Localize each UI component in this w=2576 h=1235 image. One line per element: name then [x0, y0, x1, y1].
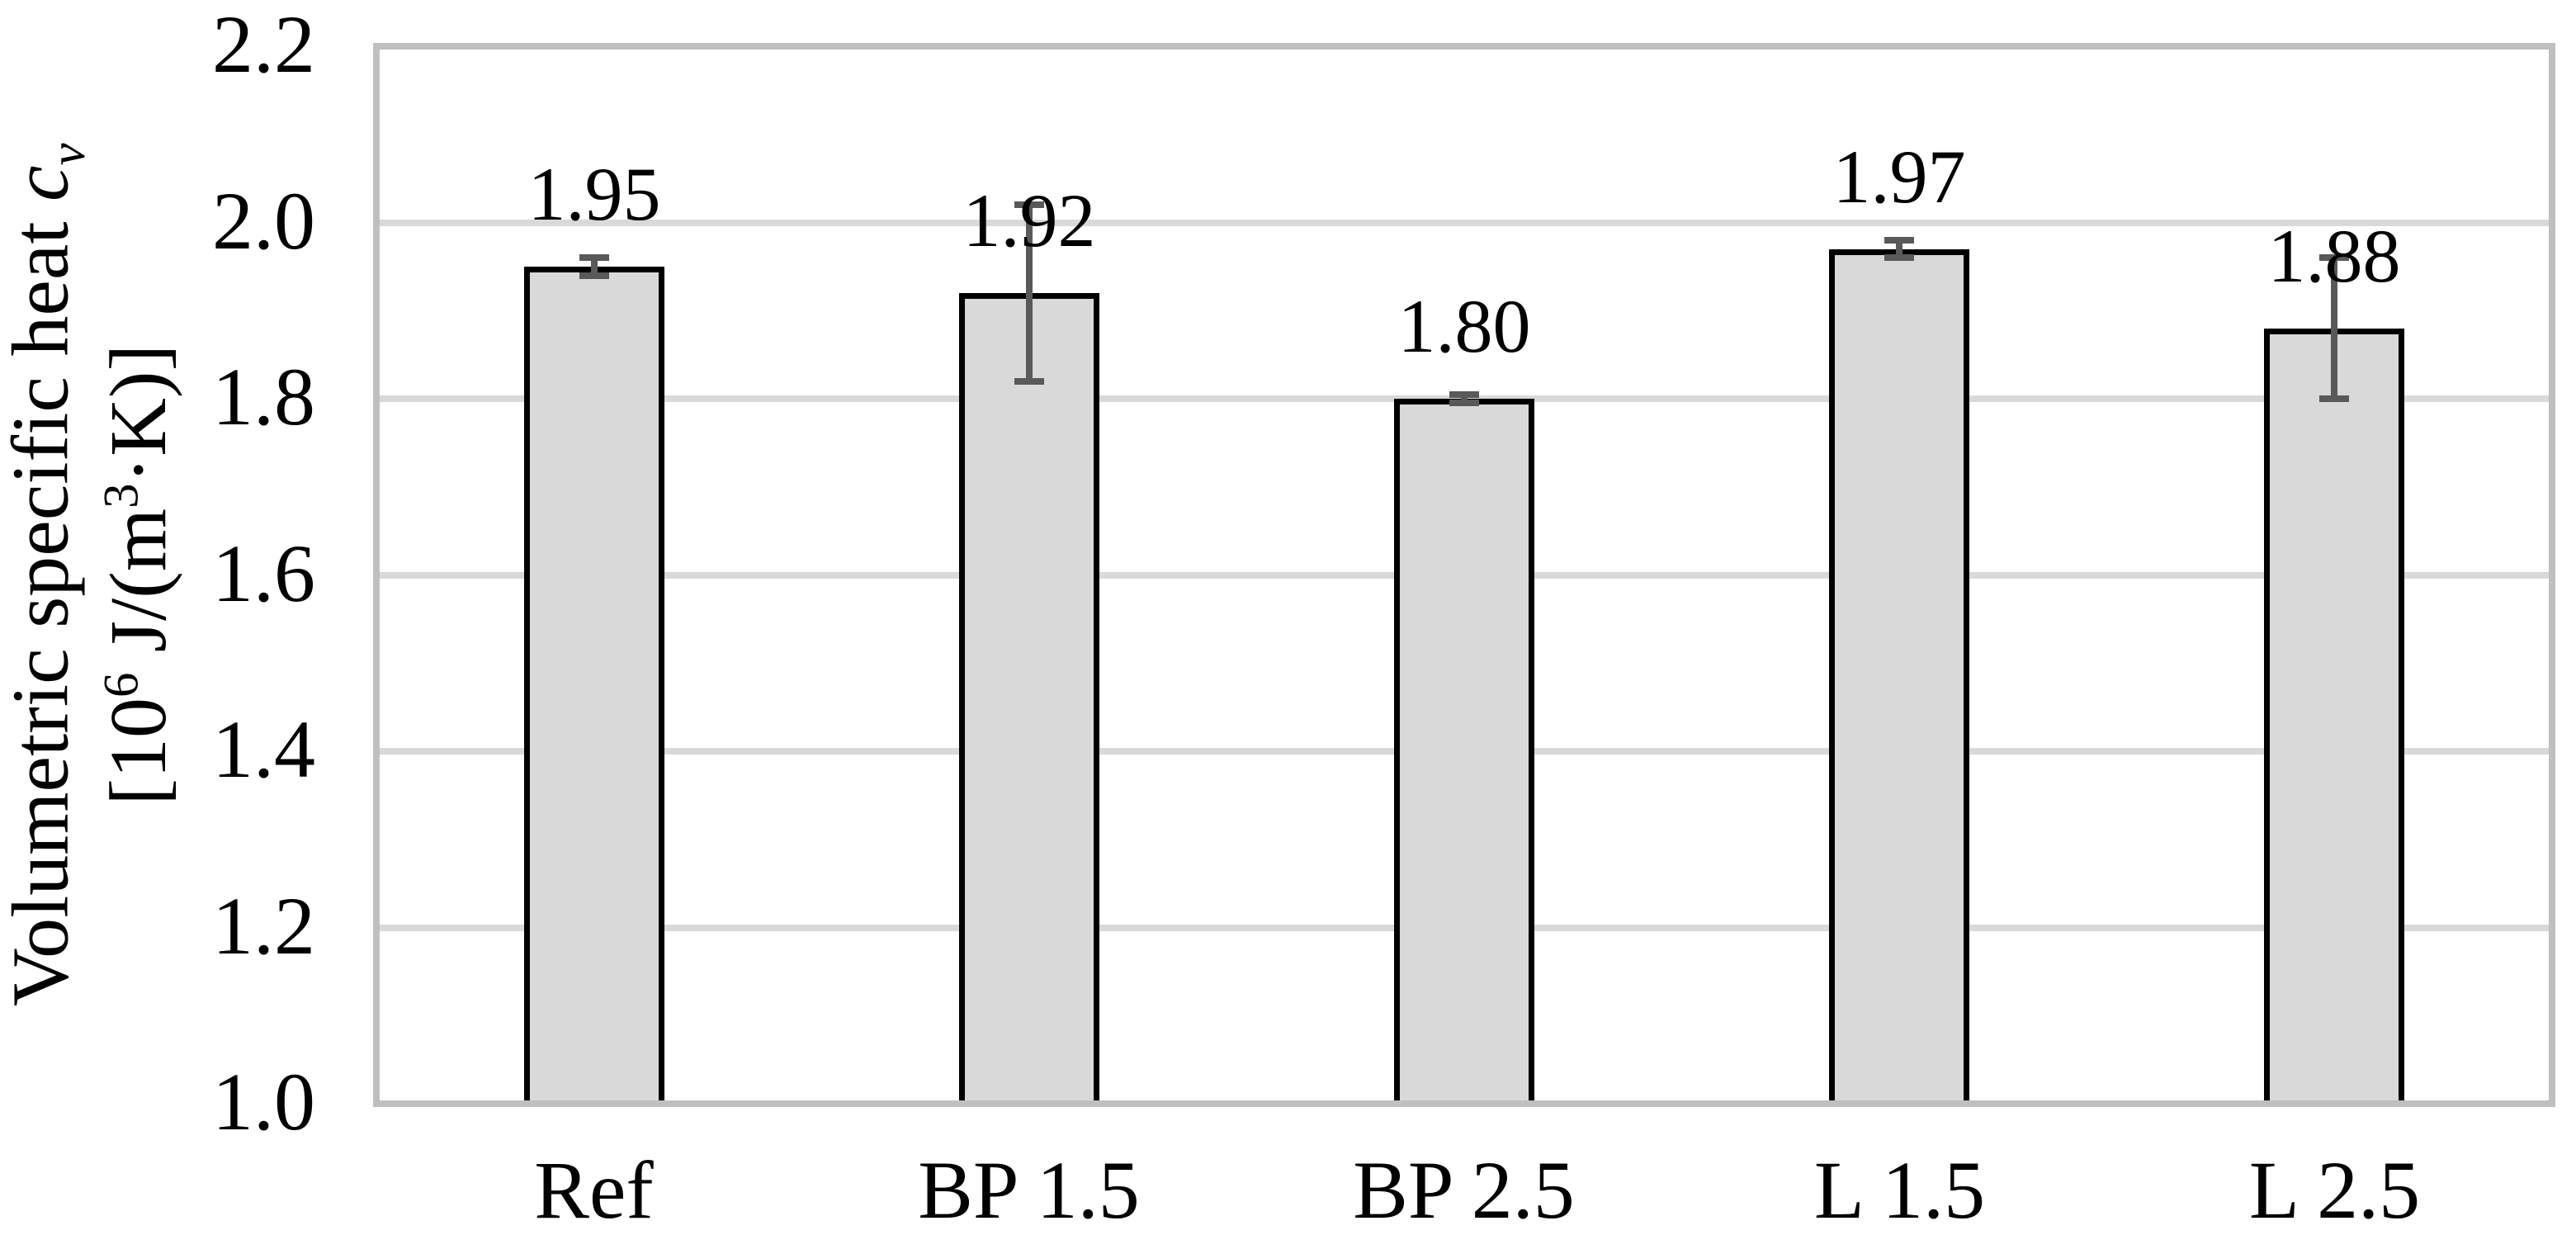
bar-l-2-5: [2264, 329, 2404, 1100]
y-tick-label: 1.6: [212, 528, 315, 619]
y-tick-label: 1.4: [212, 703, 315, 795]
y-tick-label: 1.8: [212, 351, 315, 442]
y-tick-label: 2.0: [212, 175, 315, 267]
error-bar-cap-bottom-bp-2-5: [1449, 400, 1479, 406]
error-bar-cap-top-bp-2-5: [1449, 391, 1479, 398]
data-label-ref: 1.95: [527, 152, 661, 236]
y-tick-label: 2.2: [212, 0, 315, 90]
error-bar-bp-2-5: [1461, 395, 1468, 403]
y-tick-label: 1.0: [212, 1056, 315, 1147]
bar-bp-2-5: [1394, 399, 1534, 1100]
x-label-bp-2-5: BP 2.5: [1353, 1144, 1575, 1235]
error-bar-l-2-5: [2331, 258, 2337, 399]
error-bar-cap-top-ref: [579, 254, 609, 261]
x-label-l-1-5: L 1.5: [1813, 1144, 1986, 1235]
error-bar-cap-bottom-bp-1-5: [1014, 378, 1044, 385]
plot-area: [373, 43, 2555, 1107]
data-label-bp-2-5: 1.80: [1397, 284, 1531, 368]
bar-l-1-5: [1829, 249, 1969, 1100]
error-bar-cap-top-l-2-5: [2319, 254, 2349, 261]
error-bar-cap-bottom-l-1-5: [1884, 254, 1914, 261]
bar-bp-1-5: [959, 293, 1099, 1100]
data-label-bp-1-5: 1.92: [962, 178, 1096, 263]
bar-ref: [524, 267, 664, 1100]
x-label-l-2-5: L 2.5: [2248, 1144, 2421, 1235]
x-label-ref: Ref: [534, 1144, 654, 1235]
error-bar-cap-bottom-ref: [579, 272, 609, 279]
error-bar-cap-bottom-l-2-5: [2319, 395, 2349, 402]
data-label-l-2-5: 1.88: [2267, 214, 2401, 298]
x-label-bp-1-5: BP 1.5: [918, 1144, 1140, 1235]
error-bar-bp-1-5: [1026, 205, 1033, 381]
error-bar-cap-top-bp-1-5: [1014, 201, 1044, 208]
error-bar-ref: [591, 258, 598, 276]
data-label-l-1-5: 1.97: [1832, 135, 1966, 219]
error-bar-l-1-5: [1896, 240, 1902, 258]
gridline: [376, 220, 2552, 226]
y-tick-label: 1.2: [212, 880, 315, 972]
error-bar-cap-top-l-1-5: [1884, 237, 1914, 244]
